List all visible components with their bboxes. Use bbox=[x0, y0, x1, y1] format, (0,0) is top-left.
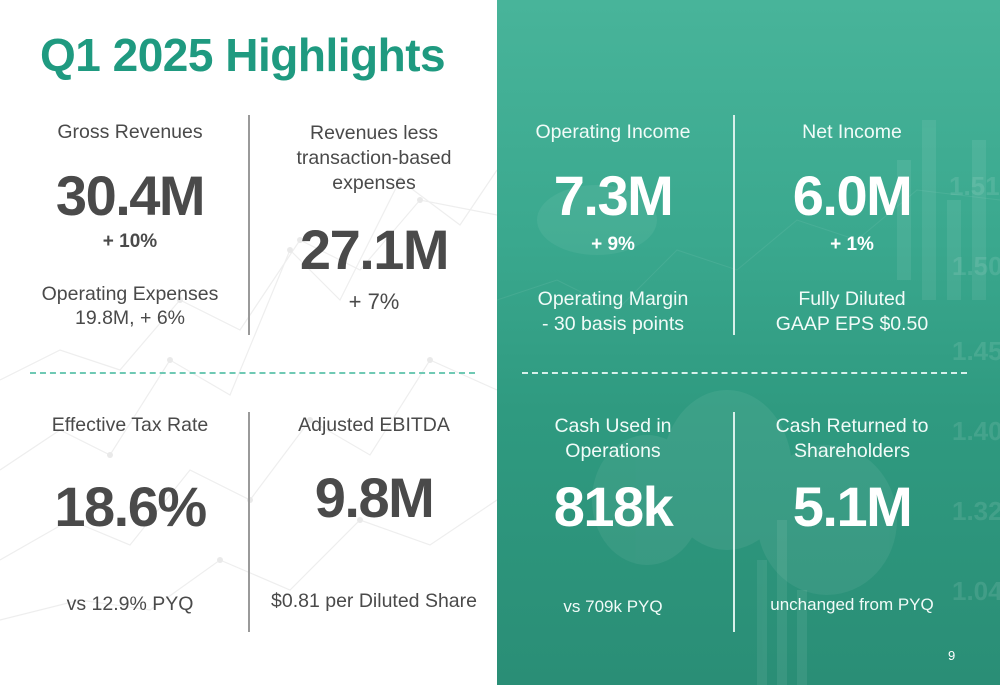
vertical-divider bbox=[733, 412, 735, 632]
metric-sub-line: 19.8M, + 6% bbox=[74, 307, 186, 329]
metric-value: 818k bbox=[553, 475, 674, 538]
metric-sub-line: vs 12.9% PYQ bbox=[66, 593, 194, 615]
metric-value: 18.6% bbox=[54, 475, 207, 538]
metric-change: + 9% bbox=[591, 234, 635, 255]
vertical-divider bbox=[733, 115, 735, 335]
background-coins-chart-decoration: 1.51 1.50 1.45 1.40 1.32 1.04 bbox=[497, 120, 1000, 685]
metric-label: Revenues less bbox=[310, 122, 438, 144]
metric-sub-line: - 30 basis points bbox=[542, 313, 684, 335]
metric-label: expenses bbox=[332, 172, 416, 194]
page-title: Q1 2025 Highlights bbox=[40, 29, 446, 81]
metric-change: + 1% bbox=[830, 234, 874, 255]
svg-text:1.04: 1.04 bbox=[952, 576, 1000, 606]
metric-sub-line: Operating Margin bbox=[537, 288, 689, 310]
metric-value: 27.1M bbox=[299, 218, 450, 281]
metric-sub-line: vs 709k PYQ bbox=[563, 597, 663, 616]
metric-sub-line: Fully Diluted bbox=[798, 288, 906, 310]
metric-label: Operating Income bbox=[535, 121, 691, 143]
metric-label: Net Income bbox=[802, 121, 902, 143]
metric-label: transaction-based bbox=[296, 147, 452, 169]
metric-change: + 7% bbox=[348, 289, 400, 314]
metric-label: Adjusted EBITDA bbox=[298, 414, 450, 436]
metric-label: Cash Returned to bbox=[775, 415, 929, 437]
metric-sub-line: Operating Expenses bbox=[41, 283, 219, 305]
metric-value: 30.4M bbox=[55, 164, 206, 227]
vertical-divider bbox=[248, 412, 250, 632]
vertical-divider bbox=[248, 115, 250, 335]
metric-sub-line: GAAP EPS $0.50 bbox=[775, 313, 929, 335]
metric-label: Effective Tax Rate bbox=[51, 414, 209, 436]
metric-value: 5.1M bbox=[792, 475, 913, 538]
svg-text:1.51: 1.51 bbox=[949, 171, 1000, 201]
metric-value: 6.0M bbox=[792, 164, 913, 227]
right-panel: 1.51 1.50 1.45 1.40 1.32 1.04 bbox=[497, 0, 1000, 685]
svg-text:1.40: 1.40 bbox=[952, 416, 1000, 446]
horizontal-divider bbox=[522, 372, 967, 374]
svg-text:1.32: 1.32 bbox=[952, 496, 1000, 526]
horizontal-divider bbox=[30, 372, 475, 374]
metric-label: Gross Revenues bbox=[57, 121, 203, 143]
metric-value: 7.3M bbox=[553, 164, 674, 227]
metric-label: Cash Used in bbox=[554, 415, 672, 437]
metric-sub-line: $0.81 per Diluted Share bbox=[271, 590, 477, 612]
metric-value: 9.8M bbox=[314, 466, 435, 529]
metric-label: Shareholders bbox=[794, 440, 910, 462]
metric-sub-line: unchanged from PYQ bbox=[770, 595, 934, 614]
svg-text:1.50: 1.50 bbox=[952, 251, 1000, 281]
metric-label: Operations bbox=[565, 440, 661, 462]
metric-change: + 10% bbox=[102, 231, 158, 252]
page-number: 9 bbox=[948, 648, 956, 663]
svg-text:1.45: 1.45 bbox=[952, 336, 1000, 366]
